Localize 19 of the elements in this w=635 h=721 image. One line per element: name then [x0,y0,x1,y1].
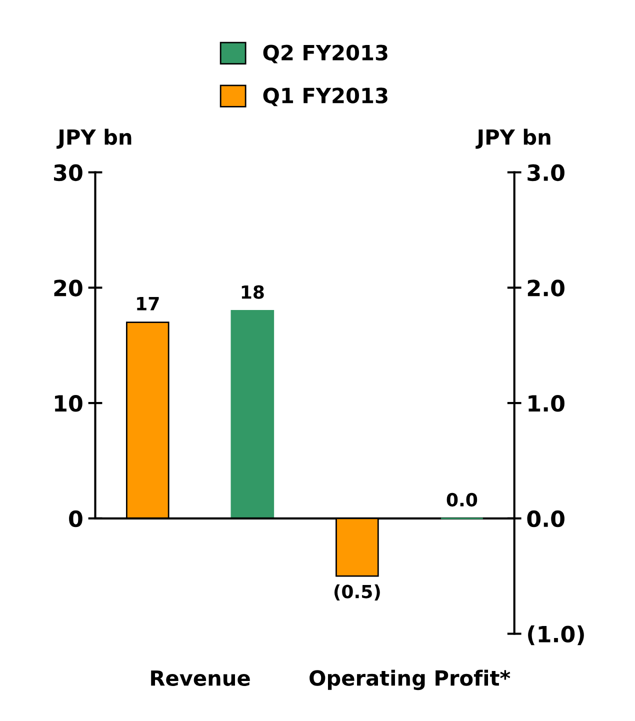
y-tick-label: 0 [69,510,82,528]
data-label: 18 [242,285,264,299]
y2-tick-label: (1.0) [528,625,584,646]
legend-label: Q1 FY2013 [263,88,388,106]
data-label: 0.0 [446,492,478,507]
y2-axis-title: JPY bn [476,128,550,149]
y-tick-label: 20 [54,280,82,296]
y2-tick-label: 0.0 [527,510,564,528]
y2-tick-label: 3.0 [528,164,564,182]
x-tick-label: Operating Profit* [310,670,510,690]
y2-tick-label: 2.0 [528,280,564,296]
y-tick-label: 10 [55,394,82,412]
legend-label: Q2 FY2013 [263,44,388,64]
x-tick-label: Revenue [151,670,250,686]
data-label: 17 [137,297,159,310]
y2-tick-label: 1.0 [528,394,564,412]
y-tick-label: 30 [54,164,82,182]
data-label: (0.5) [334,584,380,601]
y-axis-title: JPY bn [56,128,132,149]
